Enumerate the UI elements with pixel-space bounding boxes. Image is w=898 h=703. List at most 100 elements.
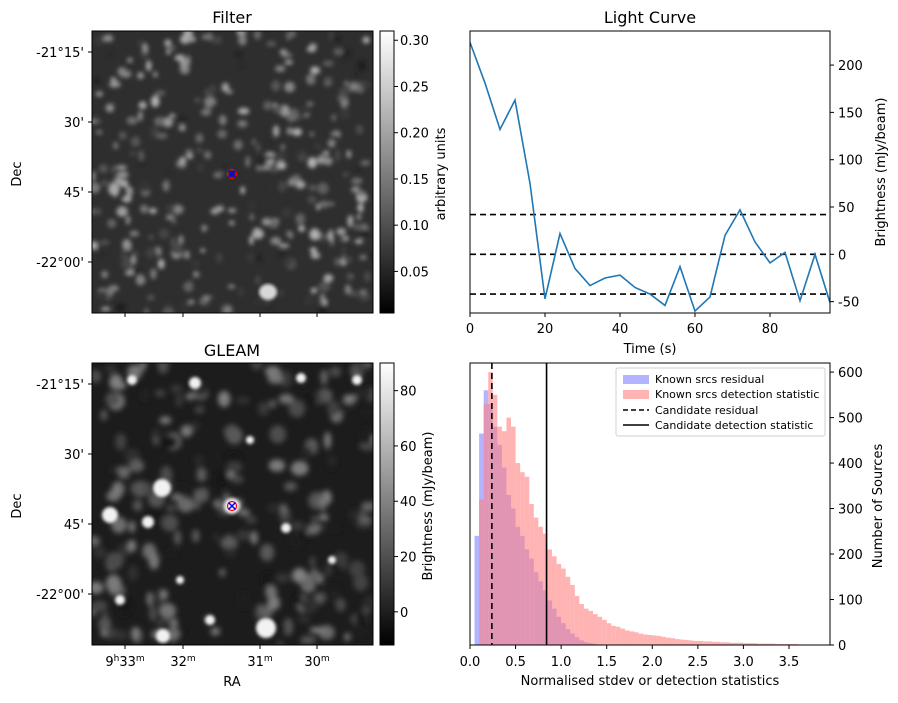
- legend-swatch-known-detection: [623, 390, 649, 399]
- stat-tick-label: 2.5: [688, 655, 709, 670]
- detection-bar: [666, 638, 671, 645]
- detection-bar: [506, 418, 511, 645]
- detection-bar: [680, 640, 685, 645]
- gleam-ylabel: Dec: [10, 493, 25, 518]
- colorbar-tick-label: 60: [400, 440, 417, 455]
- colorbar-tick-label: 80: [400, 385, 417, 400]
- detection-bar: [547, 549, 552, 645]
- detection-bar: [511, 427, 516, 645]
- gleam-y-axis: -21°15'30'45'-22°00': [36, 378, 92, 603]
- count-tick-label: 0: [838, 639, 846, 654]
- gleam-image: [86, 356, 379, 649]
- count-tick-label: 400: [838, 457, 863, 472]
- lightcurve-thresholds: [470, 215, 830, 294]
- time-tick-label: 0: [466, 322, 474, 337]
- stat-tick-label: 3.0: [733, 655, 754, 670]
- filter-colorbar-label: arbitrary units: [434, 127, 449, 220]
- detection-bar: [652, 635, 657, 645]
- detection-bar: [698, 641, 703, 645]
- colorbar-tick-label: 0: [400, 606, 408, 621]
- detection-bar: [497, 427, 502, 645]
- detection-bar: [557, 564, 562, 645]
- dec-tick-label: 30': [64, 448, 84, 463]
- brightness-tick-label: 150: [838, 106, 863, 121]
- gleam-xlabel: RA: [223, 675, 241, 690]
- filter-x-ticks: [125, 313, 317, 317]
- histogram-legend: Known srcs residual Known srcs detection…: [616, 368, 825, 436]
- detection-bar: [693, 641, 698, 645]
- stat-tick-label: 1.0: [551, 655, 572, 670]
- detection-bar: [566, 577, 571, 645]
- brightness-tick-label: 0: [838, 248, 846, 263]
- time-tick-label: 40: [612, 322, 629, 337]
- time-tick-label: 60: [687, 322, 704, 337]
- dec-tick-label: -22°00': [36, 256, 84, 271]
- detection-bar: [607, 623, 612, 645]
- detection-bar: [689, 640, 694, 645]
- brightness-tick-label: 100: [838, 154, 863, 169]
- detection-bar: [579, 604, 584, 645]
- histogram-ylabel: Number of Sources: [871, 444, 886, 569]
- detection-bar: [602, 620, 607, 645]
- detection-bar: [675, 639, 680, 645]
- detection-bar: [625, 630, 630, 645]
- dec-tick-label: -21°15': [36, 378, 84, 393]
- legend-label-known-residual: Known srcs residual: [655, 373, 764, 386]
- detection-bar: [534, 518, 539, 645]
- count-tick-label: 300: [838, 503, 863, 518]
- detection-bar: [598, 617, 603, 645]
- detection-bar: [661, 637, 666, 645]
- legend-label-candidate-residual: Candidate residual: [655, 404, 758, 417]
- histogram-xlabel: Normalised stdev or detection statistics: [521, 674, 780, 689]
- detection-bar: [538, 527, 543, 645]
- stat-tick-label: 1.5: [596, 655, 617, 670]
- lightcurve-ylabel: Brightness (mJy/beam): [874, 98, 889, 247]
- count-tick-label: 500: [838, 412, 863, 427]
- stat-tick-label: 3.5: [779, 655, 800, 670]
- residual-bar: [475, 536, 480, 645]
- colorbar-tick-label: 0.25: [400, 80, 429, 95]
- colorbar-tick-label: 0.10: [400, 219, 429, 234]
- detection-bar: [520, 472, 525, 645]
- detection-bar: [502, 431, 507, 645]
- detection-bar: [529, 504, 534, 645]
- detection-bar: [657, 636, 662, 645]
- filter-ylabel: Dec: [10, 161, 25, 186]
- detection-bar: [648, 635, 653, 645]
- stat-tick-label: 2.0: [642, 655, 663, 670]
- lightcurve-xlabel: Time (s): [623, 342, 677, 357]
- filter-title: Filter: [212, 8, 252, 27]
- detection-bar: [575, 596, 580, 645]
- detection-bar: [684, 640, 689, 645]
- colorbar-tick-label: 0.05: [400, 265, 429, 280]
- colorbar-tick-label: 40: [400, 495, 417, 510]
- gleam-colorbar-label: Brightness (mJy/beam): [421, 432, 436, 581]
- legend-label-candidate-detection: Candidate detection statistic: [655, 419, 813, 432]
- filter-colorbar: 0.050.100.150.200.250.30 arbitrary units: [380, 31, 449, 313]
- gleam-title: GLEAM: [204, 341, 260, 360]
- dec-tick-label: 45': [64, 518, 84, 533]
- detection-bar: [484, 404, 489, 645]
- detection-bar: [643, 635, 648, 645]
- legend-label-known-detection: Known srcs detection statistic: [655, 388, 819, 401]
- brightness-tick-label: 50: [838, 201, 855, 216]
- detection-bar: [516, 463, 521, 645]
- detection-bar: [570, 585, 575, 645]
- filter-panel: Filter -21°15'30'45'-22°00' Dec 0.050.10…: [10, 8, 449, 318]
- colorbar-tick-label: 20: [400, 551, 417, 566]
- brightness-tick-label: 200: [838, 59, 863, 74]
- detection-bar: [634, 632, 639, 645]
- legend-swatch-known-residual: [623, 375, 649, 384]
- time-tick-label: 80: [762, 322, 779, 337]
- ra-tick-label: 9h33m: [105, 654, 144, 670]
- stat-tick-label: 0.0: [460, 655, 481, 670]
- count-tick-label: 600: [838, 366, 863, 381]
